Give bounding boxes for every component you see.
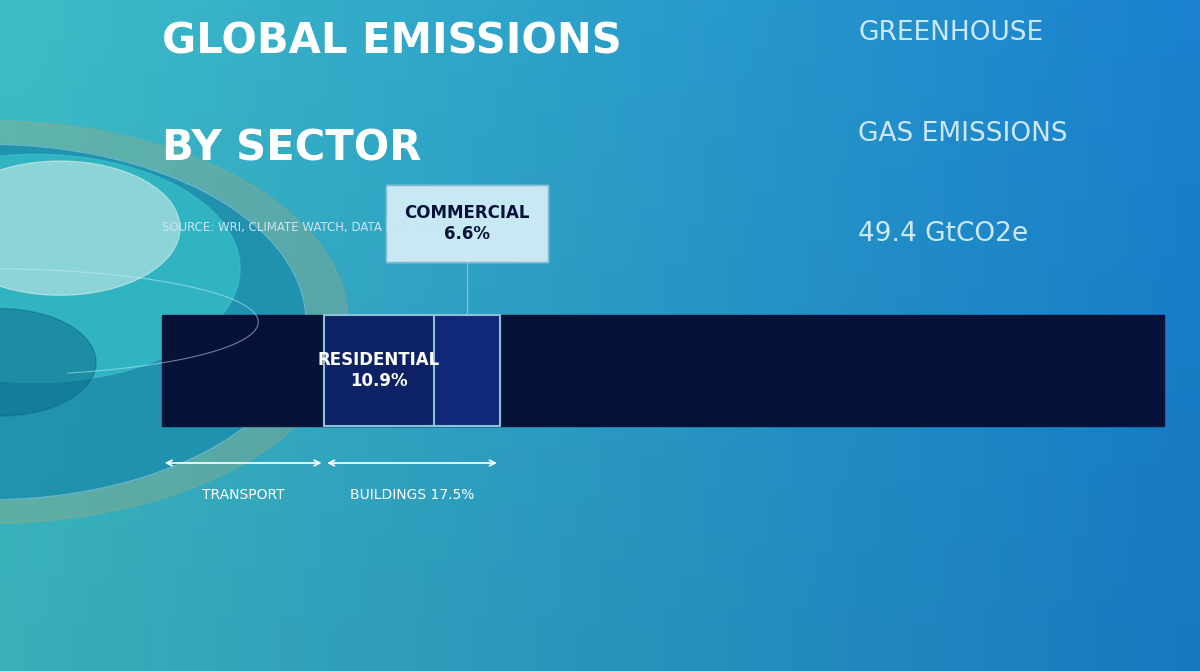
Text: GREENHOUSE: GREENHOUSE (858, 20, 1043, 46)
Bar (433, 315, 499, 426)
Circle shape (0, 144, 306, 500)
Text: GAS EMISSIONS: GAS EMISSIONS (858, 121, 1068, 147)
Text: BY SECTOR: BY SECTOR (162, 127, 421, 170)
Text: TRANSPORT: TRANSPORT (202, 488, 284, 502)
Bar (385, 185, 547, 262)
Bar (162, 315, 1164, 426)
Circle shape (0, 161, 180, 295)
Bar (324, 315, 499, 426)
Text: GLOBAL EMISSIONS: GLOBAL EMISSIONS (162, 20, 622, 62)
Text: 49.4 GtCO2e: 49.4 GtCO2e (858, 221, 1028, 248)
Text: RESIDENTIAL
10.9%: RESIDENTIAL 10.9% (318, 352, 440, 390)
Circle shape (0, 121, 348, 523)
Text: BUILDINGS 17.5%: BUILDINGS 17.5% (350, 488, 474, 502)
Text: COMMERCIAL
6.6%: COMMERCIAL 6.6% (404, 204, 529, 242)
Bar (385, 185, 547, 262)
Text: SOURCE: WRI, CLIMATE WATCH, DATA FOR 2016: SOURCE: WRI, CLIMATE WATCH, DATA FOR 201… (162, 221, 443, 234)
Circle shape (0, 309, 96, 416)
Bar (324, 315, 433, 426)
Circle shape (0, 154, 240, 382)
